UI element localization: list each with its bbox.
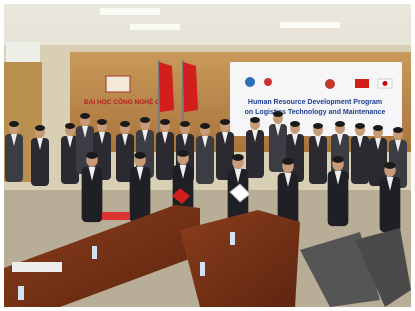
- hair: [160, 119, 170, 125]
- water-bottle: [92, 246, 97, 259]
- hair: [80, 113, 90, 119]
- hair: [313, 123, 323, 129]
- hair: [120, 121, 130, 127]
- folder: [102, 212, 130, 220]
- hair: [250, 117, 260, 123]
- hair: [65, 123, 75, 129]
- hair: [393, 127, 403, 133]
- papers: [12, 262, 62, 272]
- hair: [97, 119, 107, 125]
- hair: [373, 125, 383, 131]
- water-bottle: [18, 286, 24, 300]
- banner-logo: [325, 79, 335, 89]
- flag: [183, 62, 198, 112]
- hair: [180, 121, 190, 127]
- air-conditioner: [6, 42, 40, 62]
- hair: [134, 152, 146, 159]
- hair: [273, 111, 283, 117]
- ceiling-light: [100, 8, 160, 15]
- hair: [177, 150, 189, 157]
- hair: [200, 123, 210, 129]
- photo: ĐẠI HỌC CÔNG NGHỆ GTVT Human Resource De…: [0, 0, 415, 311]
- banner-flag: [355, 79, 369, 88]
- hair: [232, 154, 244, 161]
- banner-title: on Logistics Technology and Maintenance: [245, 109, 386, 116]
- water-bottle: [230, 232, 235, 245]
- hair: [332, 156, 344, 163]
- page: ĐẠI HỌC CÔNG NGHỆ GTVT Human Resource De…: [0, 0, 415, 311]
- hair: [355, 123, 365, 129]
- hair: [282, 158, 294, 165]
- hair: [86, 152, 98, 159]
- banner-title: Human Resource Development Program: [248, 99, 382, 106]
- ceiling-light: [280, 22, 340, 28]
- hair: [9, 121, 19, 127]
- banner-logo: [245, 77, 255, 87]
- hair: [35, 125, 45, 131]
- hair: [220, 119, 230, 125]
- banner-logo: [264, 78, 272, 86]
- hair: [290, 121, 300, 127]
- hair: [384, 162, 396, 169]
- water-bottle: [200, 262, 205, 276]
- flag: [159, 62, 174, 112]
- ceiling-light: [130, 24, 180, 30]
- logo: [106, 76, 130, 92]
- hair: [335, 121, 345, 127]
- hair: [140, 117, 150, 123]
- banner-flag-dot: [383, 81, 388, 86]
